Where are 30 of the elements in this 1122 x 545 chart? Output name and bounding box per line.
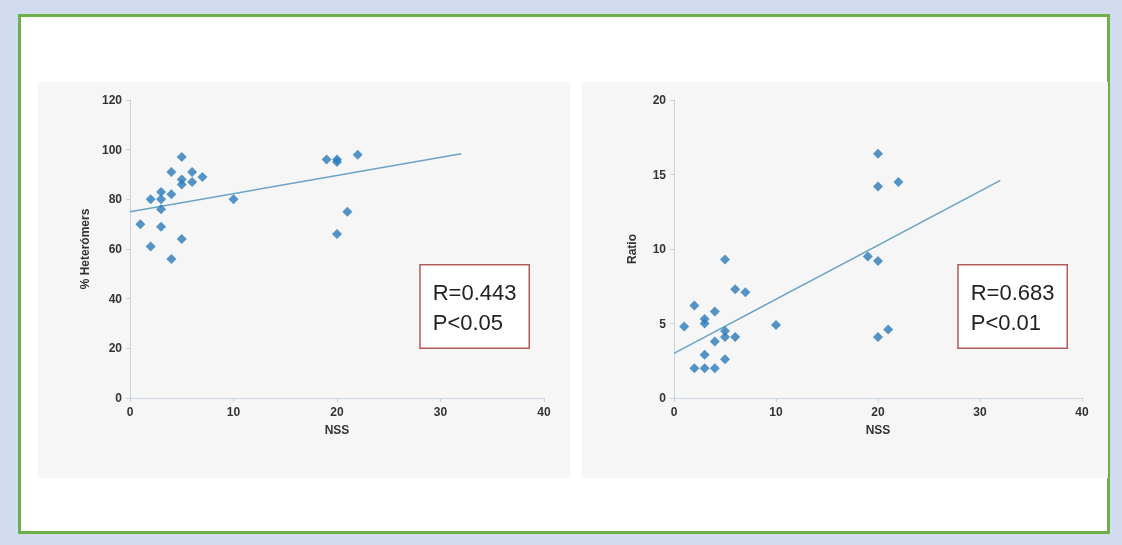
y-tick-label: 60 (108, 242, 123, 256)
y-tick-label: 20 (108, 341, 123, 356)
x-tick-label: 0 (670, 405, 678, 419)
x-axis-title: NSS (865, 423, 891, 437)
annotation: P<0.05 (432, 310, 504, 335)
x-tick-label: 20 (871, 405, 885, 419)
y-tick-label: 40 (108, 291, 123, 306)
y-tick-label: 10 (652, 242, 667, 256)
y-axis-title: % Heterómers (78, 208, 93, 290)
y-axis-title: Ratio (625, 234, 639, 264)
x-axis-title: NSS (324, 423, 350, 437)
y-tick-label: 0 (659, 391, 667, 405)
x-tick-label: 40 (537, 405, 551, 419)
x-tick-label: 0 (126, 405, 134, 419)
y-tick-label: 0 (115, 391, 123, 405)
x-tick-label: 10 (226, 405, 241, 419)
x-tick-label: 30 (973, 405, 987, 419)
y-tick-label: 20 (652, 93, 667, 107)
y-tick-label: 5 (659, 316, 667, 331)
x-tick-label: 20 (330, 405, 344, 419)
annotation: R=0.443 (432, 280, 517, 305)
y-tick-label: 100 (101, 142, 123, 157)
x-tick-label: 30 (433, 405, 448, 419)
annotation: P<0.01 (970, 310, 1042, 335)
y-tick-label: 120 (101, 93, 123, 107)
y-tick-label: 15 (652, 167, 667, 182)
x-tick-label: 40 (1075, 405, 1089, 419)
annotation: R=0.683 (970, 280, 1055, 305)
x-tick-label: 10 (769, 405, 783, 419)
y-tick-label: 80 (108, 192, 123, 207)
